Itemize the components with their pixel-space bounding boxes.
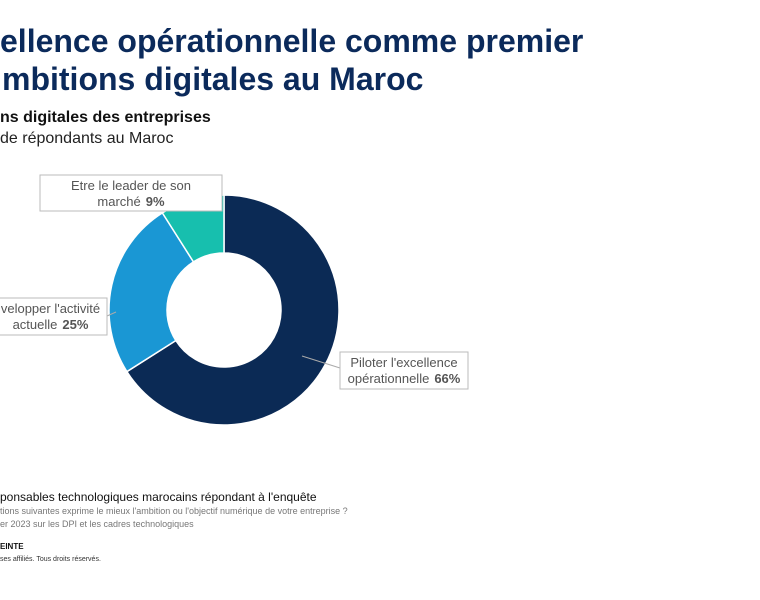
slice-label: Etre le leader de son marché — [71, 178, 191, 209]
footer-line: EINTE — [0, 542, 24, 551]
value-label: 25% — [62, 317, 88, 332]
title-line: mbitions digitales au Maroc — [2, 61, 423, 97]
label-box — [339, 351, 469, 390]
donut-slice — [108, 211, 195, 373]
title-line: ellence opérationnelle comme premier — [0, 23, 583, 59]
leader-line — [106, 311, 117, 317]
leader-line — [301, 355, 341, 369]
footer-line: ponsables technologiques marocains répon… — [0, 490, 317, 504]
footer-line: ses affiliés. Tous droits réservés. — [0, 556, 101, 563]
slice-label: Piloter l'excellence opérationnelle — [348, 355, 458, 386]
label-box — [0, 297, 108, 336]
value-label: 9% — [146, 194, 165, 209]
donut-slice — [125, 194, 340, 426]
subtitle: ns digitales des entreprises — [0, 109, 211, 126]
value-label: 66% — [434, 371, 460, 386]
subtitle: de répondants au Maroc — [0, 130, 173, 147]
footer-line: er 2023 sur les DPI et les cadres techno… — [0, 519, 194, 529]
label-box — [39, 174, 223, 212]
footer-line: tions suivantes exprime le mieux l'ambit… — [0, 506, 348, 516]
slice-label: velopper l'activité actuelle — [1, 301, 100, 332]
